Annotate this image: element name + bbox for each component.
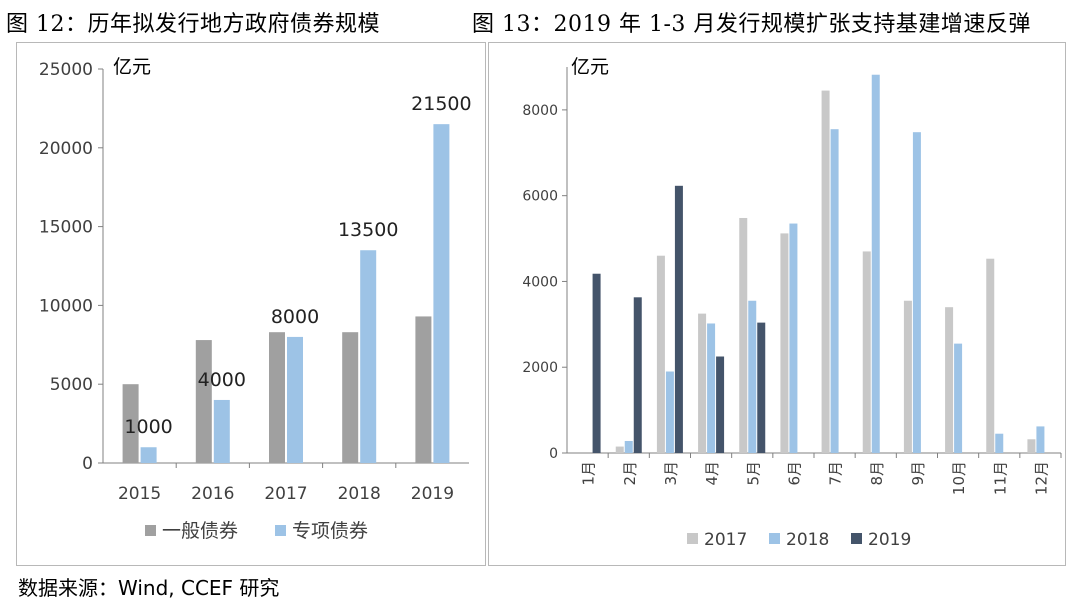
y-tick-label: 15000 <box>39 218 93 238</box>
legend-swatch-special <box>275 525 286 536</box>
bar-2019-3月 <box>674 185 683 453</box>
bar-special-2017 <box>287 336 303 463</box>
source-note: 数据来源：Wind, CCEF 研究 <box>18 576 280 600</box>
y-tick-label: 20000 <box>39 139 93 159</box>
bar-2018-8月 <box>871 74 880 453</box>
x-tick-label: 3月 <box>662 461 680 486</box>
bar-2019-1月 <box>592 273 601 453</box>
x-tick-label: 11月 <box>991 461 1009 495</box>
left-bar-chart: 0 5000 10000 15000 20000 25000 亿元 1000 2015 4000 2… <box>39 56 472 542</box>
y-tick-label: 6000 <box>522 189 558 205</box>
bar-2017-9月 <box>903 300 912 453</box>
bar-general-2015 <box>122 384 139 463</box>
legend-swatch-2017 <box>687 533 698 544</box>
bar-2017-2月 <box>615 446 624 453</box>
data-label-special-2016: 4000 <box>198 369 246 391</box>
bar-2018-10月 <box>954 343 963 453</box>
y-tick-label: 8000 <box>522 103 558 119</box>
legend-label-2017: 2017 <box>704 530 747 550</box>
x-tick-label: 5月 <box>744 461 762 486</box>
bar-general-2018 <box>342 332 359 463</box>
bar-2018-3月 <box>665 371 674 453</box>
bar-2017-11月 <box>986 258 995 453</box>
legend-label-2019: 2019 <box>868 530 911 550</box>
legend-swatch-general <box>145 525 156 536</box>
bar-special-2018 <box>360 250 377 463</box>
x-tick-label: 12月 <box>1032 461 1050 495</box>
bar-2019-2月 <box>633 297 642 453</box>
bar-2017-12月 <box>1027 439 1036 453</box>
bar-2017-4月 <box>698 313 707 453</box>
y-tick-label: 4000 <box>522 274 558 290</box>
bar-general-2019 <box>415 316 432 463</box>
bar-special-2016 <box>213 399 230 463</box>
x-tick-label: 2018 <box>338 484 381 504</box>
y-axis-unit: 亿元 <box>571 56 609 78</box>
data-label-special-2017: 8000 <box>271 306 319 328</box>
x-tick-label: 7月 <box>827 461 845 486</box>
right-figure-title: 图 13：2019 年 1-3 月发行规模扩张支持基建增速反弹 <box>472 12 1031 37</box>
x-tick-label: 9月 <box>909 461 927 486</box>
bar-2018-5月 <box>748 300 757 453</box>
x-tick-label: 10月 <box>950 461 968 495</box>
x-tick-label: 2月 <box>621 461 639 486</box>
right-bar-chart: 0 2000 4000 6000 8000 亿元 1月 2月 3月 4月 5月 6月 7月 8月 9月 10月… <box>522 56 1062 550</box>
x-tick-label: 2017 <box>264 484 307 504</box>
bar-2018-6月 <box>789 223 798 453</box>
bar-2018-12月 <box>1036 426 1045 453</box>
data-label-special-2019: 21500 <box>411 93 471 115</box>
legend-label-2018: 2018 <box>786 530 829 550</box>
bar-general-2016 <box>195 340 212 463</box>
bar-2018-11月 <box>995 433 1004 453</box>
y-tick-label: 0 <box>82 454 93 474</box>
legend-label-general: 一般债券 <box>162 520 238 542</box>
y-tick-label: 2000 <box>522 360 558 376</box>
data-label-special-2015: 1000 <box>124 416 172 438</box>
x-tick-label: 2015 <box>118 484 161 504</box>
right-chart-panel: 0 2000 4000 6000 8000 亿元 1月 2月 3月 4月 5月 6月 7月 8月 9月 10月… <box>488 42 1066 566</box>
x-tick-label: 4月 <box>703 461 721 486</box>
bar-2018-9月 <box>912 132 921 453</box>
bar-2017-10月 <box>945 307 954 453</box>
left-figure-title: 图 12：历年拟发行地方政府债券规模 <box>6 12 380 37</box>
y-tick-label: 25000 <box>39 60 93 80</box>
x-tick-label: 2019 <box>411 484 454 504</box>
x-tick-label: 8月 <box>868 461 886 486</box>
bar-2018-4月 <box>707 323 716 453</box>
bar-2017-6月 <box>780 233 789 453</box>
x-tick-label: 1月 <box>580 461 598 486</box>
bar-2017-3月 <box>656 255 665 453</box>
x-tick-label: 2016 <box>191 484 234 504</box>
bar-2019-5月 <box>757 322 766 453</box>
data-label-special-2018: 13500 <box>338 219 398 241</box>
legend-label-special: 专项债券 <box>292 520 368 542</box>
y-axis-unit: 亿元 <box>113 56 151 78</box>
bar-2017-7月 <box>821 90 830 453</box>
legend-swatch-2018 <box>769 533 780 544</box>
bar-2017-5月 <box>739 217 748 453</box>
y-tick-label: 10000 <box>39 296 93 316</box>
bar-2018-7月 <box>830 129 839 453</box>
bar-special-2015 <box>140 447 157 463</box>
y-tick-label: 0 <box>549 446 558 462</box>
bar-special-2019 <box>433 124 450 463</box>
left-chart-panel: 0 5000 10000 15000 20000 25000 亿元 1000 2015 4000 2… <box>16 42 486 566</box>
bar-general-2017 <box>269 332 285 463</box>
bar-2018-2月 <box>624 440 633 453</box>
bar-2019-4月 <box>716 356 725 453</box>
y-tick-label: 5000 <box>50 375 93 395</box>
x-tick-label: 6月 <box>785 461 803 486</box>
bar-2017-8月 <box>862 251 871 453</box>
legend-swatch-2019 <box>851 533 862 544</box>
